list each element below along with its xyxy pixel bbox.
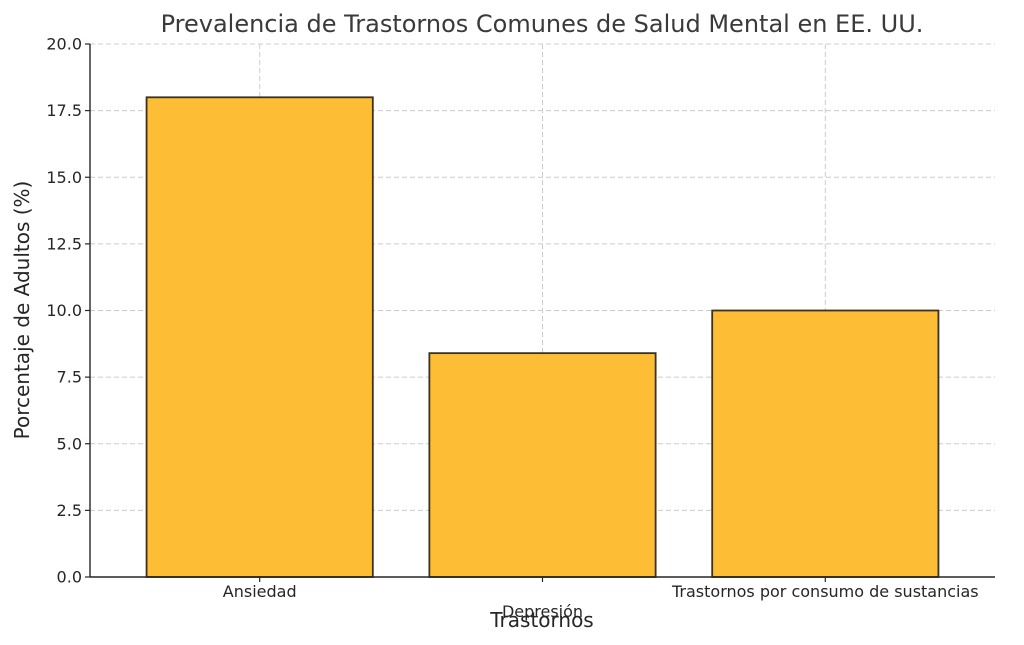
y-tick-label: 17.5 <box>46 101 82 120</box>
x-axis-label: Trastornos <box>489 608 593 632</box>
y-tick-label: 12.5 <box>46 234 82 253</box>
x-tick-label: Trastornos por consumo de sustancias <box>671 582 979 601</box>
bar <box>145 96 374 578</box>
y-tick-label: 7.5 <box>57 368 82 387</box>
bar <box>428 352 657 578</box>
y-tick-label: 5.0 <box>57 434 82 453</box>
bars <box>145 96 940 578</box>
x-ticks: Ansiedad Depresión Trastornos por consumo … <box>223 577 979 621</box>
x-tick-label: Ansiedad <box>223 582 297 601</box>
y-ticks: 0.0 2.5 5.0 7.5 10.0 12.5 15.0 17.5 20.0 <box>46 35 90 587</box>
y-tick-label: 2.5 <box>57 501 82 520</box>
y-tick-label: 0.0 <box>57 568 82 587</box>
bar <box>711 309 940 578</box>
x-tick-label: Depresión <box>502 602 583 621</box>
y-tick-label: 15.0 <box>46 168 82 187</box>
y-axis-label: Porcentaje de Adultos (%) <box>10 181 34 440</box>
y-tick-label: 10.0 <box>46 301 82 320</box>
y-tick-label: 20.0 <box>46 35 82 54</box>
chart-title: Prevalencia de Trastornos Comunes de Sal… <box>161 10 924 38</box>
